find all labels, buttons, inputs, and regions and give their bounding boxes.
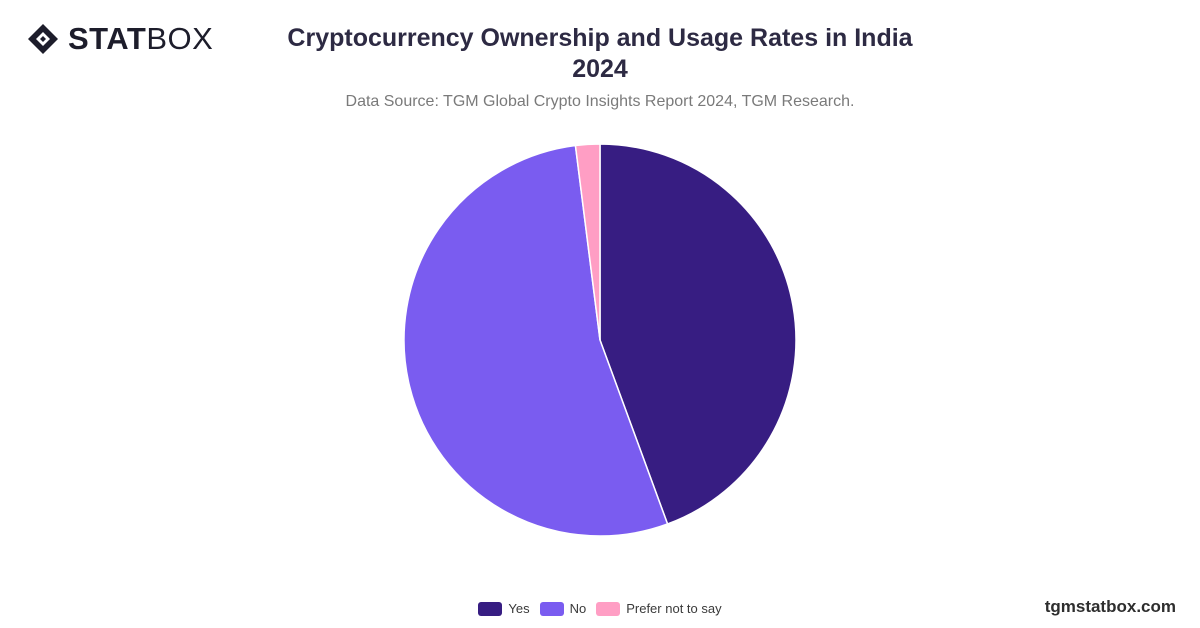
pie-chart — [403, 143, 797, 537]
website-label: tgmstatbox.com — [1044, 597, 1176, 616]
legend-swatch — [539, 602, 564, 616]
legend-item-no[interactable]: No — [539, 600, 587, 618]
chart-legend: Yes No Prefer not to say — [400, 600, 800, 618]
legend-label: Yes — [508, 601, 530, 616]
logo-word-light: BOX — [146, 21, 214, 56]
chart-title-line-2: 2024 — [572, 55, 628, 83]
legend-swatch — [478, 602, 503, 616]
pie-slice-no[interactable] — [403, 144, 669, 537]
legend-item-yes[interactable]: Yes — [478, 600, 530, 618]
chart-subtitle: Data Source: TGM Global Crypto Insights … — [345, 93, 855, 110]
statbox-logo[interactable]: STATBOX — [26, 22, 213, 56]
pie-slices — [403, 143, 797, 537]
chart-title-line-1: Cryptocurrency Ownership and Usage Rates… — [287, 24, 913, 52]
legend-label: Prefer not to say — [626, 601, 722, 616]
legend-item-prefer-not-to-say[interactable]: Prefer not to say — [596, 600, 722, 618]
pie-slice-prefer-not-to-say[interactable] — [574, 143, 601, 341]
diamond-logo-icon — [28, 24, 58, 54]
logo-wordmark: STATBOX — [68, 22, 213, 56]
chart-title: Cryptocurrency Ownership and Usage Rates… — [270, 23, 930, 85]
logo-word-strong: STAT — [68, 21, 147, 56]
legend-label: No — [569, 601, 587, 616]
pie-slice-yes[interactable] — [599, 143, 797, 525]
legend-swatch — [596, 602, 621, 616]
